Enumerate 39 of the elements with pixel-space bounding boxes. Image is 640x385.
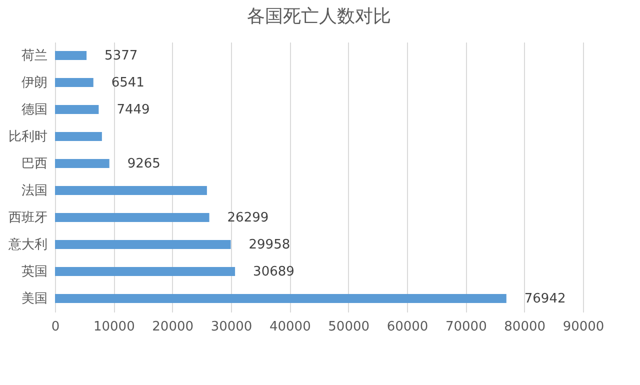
x-tick-label: 10000: [93, 320, 135, 334]
x-tick-label: 50000: [328, 320, 370, 334]
data-label: 26299: [227, 210, 269, 226]
data-label: 9265: [127, 156, 160, 172]
x-tick-label: 60000: [386, 320, 428, 334]
bar: [55, 105, 99, 114]
y-tick-label: 荷兰: [22, 48, 48, 64]
y-tick-label: 西班牙: [8, 210, 48, 226]
bar: [55, 51, 87, 60]
data-label: 7449: [116, 102, 150, 118]
y-tick-label: 伊朗: [22, 74, 48, 90]
data-label: 5377: [104, 48, 138, 64]
bar: [55, 294, 506, 303]
y-tick-label: 比利时: [8, 130, 48, 144]
bar: [55, 267, 236, 276]
bar: [55, 213, 210, 222]
x-tick-label: 90000: [562, 320, 604, 334]
y-tick-label: 美国: [22, 290, 48, 306]
bar: [55, 240, 231, 249]
bar: [55, 186, 207, 195]
data-label: 30689: [253, 264, 294, 280]
data-label: 6541: [111, 76, 144, 90]
x-tick-label: 40000: [269, 320, 311, 334]
x-tick-label: 80000: [504, 320, 546, 334]
y-tick-label: 巴西: [22, 156, 48, 172]
x-tick-label: 0: [51, 320, 60, 334]
y-tick-label: 德国: [22, 102, 48, 118]
bar: [55, 132, 102, 141]
bar: [55, 78, 94, 87]
data-label: 76942: [524, 292, 566, 306]
y-tick-label: 法国: [22, 184, 48, 198]
y-tick-label: 意大利: [8, 238, 48, 252]
chart-title: 各国死亡人数对比: [247, 6, 391, 27]
data-label: 29958: [248, 238, 290, 252]
y-tick-label: 英国: [22, 264, 48, 280]
bar: [55, 159, 110, 168]
x-tick-label: 30000: [210, 320, 252, 334]
x-tick-label: 70000: [445, 320, 487, 334]
x-tick-label: 20000: [152, 320, 194, 334]
